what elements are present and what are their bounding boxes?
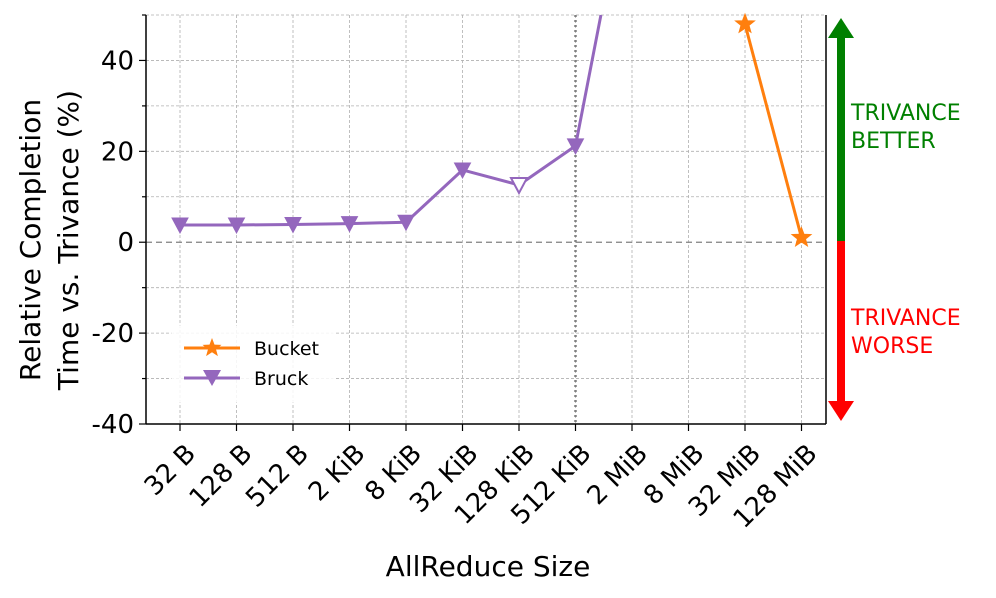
y-axis-title: Relative Completion Time vs. Trivance (%… (14, 90, 85, 391)
bucket-point (734, 12, 756, 34)
bruck-point (566, 138, 585, 155)
y-tick-label: -20 (92, 319, 134, 349)
y-axis-title-line-2: Time vs. Trivance (%) (52, 90, 85, 391)
y-tick-labels: 40 20 0 -20 -40 (92, 46, 134, 440)
bruck-point (227, 217, 246, 235)
bruck-point (340, 216, 359, 233)
annotations: TRIVANCE BETTER TRIVANCE WORSE (828, 18, 961, 421)
legend-bruck-marker (203, 370, 221, 386)
bruck-series-line (180, 14, 603, 227)
bucket-point (790, 226, 813, 247)
worse-arrow-head (828, 401, 854, 421)
bruck-point (397, 214, 415, 232)
x-tick-label: 128 B (184, 439, 259, 514)
x-tick-label: 2 MiB (582, 439, 654, 511)
series (171, 12, 813, 247)
legend-bruck-label: Bruck (254, 368, 308, 390)
better-arrow-head (828, 18, 854, 38)
bruck-point (453, 162, 472, 180)
worse-annotation-line-1: TRIVANCE (850, 306, 961, 331)
worse-annotation-line-2: WORSE (851, 334, 933, 359)
axes (139, 14, 827, 431)
x-tick-label: 512 B (240, 439, 315, 514)
y-tick-label: 40 (101, 46, 134, 76)
better-annotation-line-2: BETTER (851, 129, 936, 154)
better-annotation-line-1: TRIVANCE (850, 101, 961, 126)
x-tick-label: 2 KiB (303, 439, 372, 508)
legend-bucket-label: Bucket (254, 338, 319, 360)
legend: Bucket Bruck (171, 325, 335, 403)
bruck-point (509, 176, 529, 196)
bruck-point (171, 217, 189, 235)
y-tick-label: 0 (117, 228, 134, 258)
legend-bucket-marker (202, 338, 222, 357)
reference-lines (146, 15, 826, 424)
y-tick-label: 20 (101, 137, 134, 167)
y-axis-title-line-1: Relative Completion (14, 99, 47, 381)
bruck-point (284, 216, 302, 234)
y-tick-label: -40 (92, 410, 134, 440)
bucket-series-line (743, 23, 803, 239)
x-axis-title: AllReduce Size (386, 550, 591, 583)
